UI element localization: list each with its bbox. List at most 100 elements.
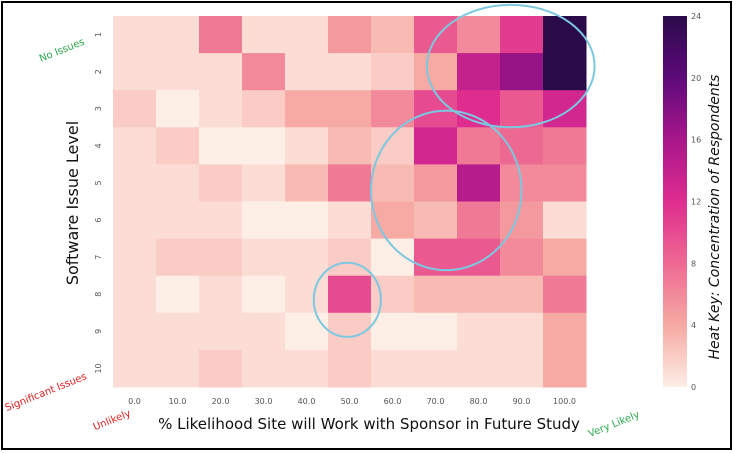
heatmap-cell xyxy=(242,16,286,54)
colorbar xyxy=(663,16,687,387)
x-tick-label: 30.0 xyxy=(255,397,273,406)
heatmap-cell xyxy=(156,16,200,54)
heatmap-cell xyxy=(242,127,286,165)
heatmap-cell xyxy=(199,349,243,388)
x-tick-label: 0.0 xyxy=(128,397,141,406)
heatmap-cell xyxy=(328,201,372,240)
x-tick-label: 50.0 xyxy=(341,397,359,406)
highlight-ellipse xyxy=(425,3,596,129)
x-tick-label: 40.0 xyxy=(298,397,316,406)
colorbar-tick-label: 24 xyxy=(691,12,701,21)
heatmap-cell xyxy=(328,349,372,388)
heatmap-cell xyxy=(285,164,329,202)
heatmap-cell xyxy=(457,275,501,314)
heatmap-cell xyxy=(199,53,243,91)
heatmap-cell xyxy=(113,312,157,351)
heatmap-cell xyxy=(543,312,587,351)
heatmap-cell xyxy=(414,127,458,165)
heatmap-cell xyxy=(285,53,329,91)
annotation-significant-issues: Significant Issues xyxy=(4,371,89,414)
heatmap-cell xyxy=(371,201,415,240)
heatmap-cell xyxy=(199,90,243,128)
heatmap-cell xyxy=(500,53,544,91)
heatmap-cell xyxy=(371,312,415,351)
heatmap-cell xyxy=(500,238,544,277)
y-tick-label: 8 xyxy=(94,292,103,297)
heatmap-cell xyxy=(500,16,544,54)
heatmap-cell xyxy=(242,312,286,351)
x-tick-label: 10.0 xyxy=(169,397,187,406)
heatmap-cell xyxy=(156,349,200,388)
heatmap-cell xyxy=(242,349,286,388)
x-tick-label: 20.0 xyxy=(212,397,230,406)
y-tick-label: 10 xyxy=(94,363,103,373)
heatmap-cell xyxy=(543,16,587,54)
heatmap-cell xyxy=(328,238,372,277)
heatmap-cell xyxy=(285,312,329,351)
heatmap-cell xyxy=(285,349,329,388)
heatmap-cell xyxy=(543,238,587,277)
heatmap-cell xyxy=(242,238,286,277)
colorbar-title: Heat Key: Concentration of Respondents xyxy=(707,75,723,360)
heatmap-cell xyxy=(113,201,157,240)
annotation-very-likely: Very Likely xyxy=(587,409,641,439)
heatmap-cell xyxy=(156,275,200,314)
heatmap-cell xyxy=(199,238,243,277)
heatmap-cell xyxy=(242,53,286,91)
x-tick-label: 60.0 xyxy=(384,397,402,406)
heatmap-cell xyxy=(543,275,587,314)
heatmap-cell xyxy=(199,312,243,351)
heatmap-cell xyxy=(199,164,243,202)
heatmap-cell xyxy=(457,16,501,54)
heatmap-cell xyxy=(457,312,501,351)
heatmap-cell xyxy=(328,127,372,165)
annotation-no-issues: No Issues xyxy=(38,37,86,65)
heatmap-cell xyxy=(371,275,415,314)
y-tick-label: 7 xyxy=(94,255,103,260)
colorbar-tick-label: 0 xyxy=(691,383,696,392)
heatmap-cell xyxy=(285,275,329,314)
heatmap-cell xyxy=(500,349,544,388)
y-tick-label: 4 xyxy=(94,143,103,148)
heatmap-cell xyxy=(457,201,501,240)
heatmap-cell xyxy=(371,238,415,277)
heatmap-cell xyxy=(543,90,587,128)
heatmap-cell xyxy=(500,201,544,240)
heatmap-cell xyxy=(500,127,544,165)
heatmap-cell xyxy=(156,238,200,277)
y-axis-title: Software Issue Level xyxy=(63,121,82,285)
y-tick-label: 2 xyxy=(94,69,103,74)
heatmap-cell xyxy=(414,164,458,202)
heatmap-cell xyxy=(543,127,587,165)
annotation-unlikely: Unlikely xyxy=(92,408,133,433)
heatmap-cell xyxy=(414,275,458,314)
heatmap-cell xyxy=(285,201,329,240)
y-tick-label: 5 xyxy=(94,180,103,185)
heatmap-cell xyxy=(113,53,157,91)
colorbar-tick-label: 20 xyxy=(691,74,701,83)
heatmap-cell xyxy=(113,275,157,314)
heatmap-cell xyxy=(457,53,501,91)
heatmap-cell xyxy=(328,16,372,54)
heatmap-cell xyxy=(242,164,286,202)
heatmap-cell xyxy=(500,275,544,314)
heatmap-cell xyxy=(457,164,501,202)
x-tick-label: 80.0 xyxy=(470,397,488,406)
heatmap-cell xyxy=(242,90,286,128)
heatmap-cell xyxy=(371,16,415,54)
x-tick-label: 100.0 xyxy=(553,397,576,406)
y-tick-label: 1 xyxy=(94,32,103,37)
heatmap-cell xyxy=(371,349,415,388)
heatmap-cell xyxy=(113,127,157,165)
colorbar-tick-label: 16 xyxy=(691,136,701,145)
heatmap-cell xyxy=(457,127,501,165)
heatmap-cell xyxy=(500,90,544,128)
heatmap-cell xyxy=(156,127,200,165)
x-tick-label: 90.0 xyxy=(513,397,531,406)
heatmap-cell xyxy=(242,201,286,240)
heatmap-cell xyxy=(113,164,157,202)
heatmap-cell xyxy=(457,90,501,128)
highlight-ellipse xyxy=(370,109,523,272)
heatmap-cell xyxy=(285,238,329,277)
